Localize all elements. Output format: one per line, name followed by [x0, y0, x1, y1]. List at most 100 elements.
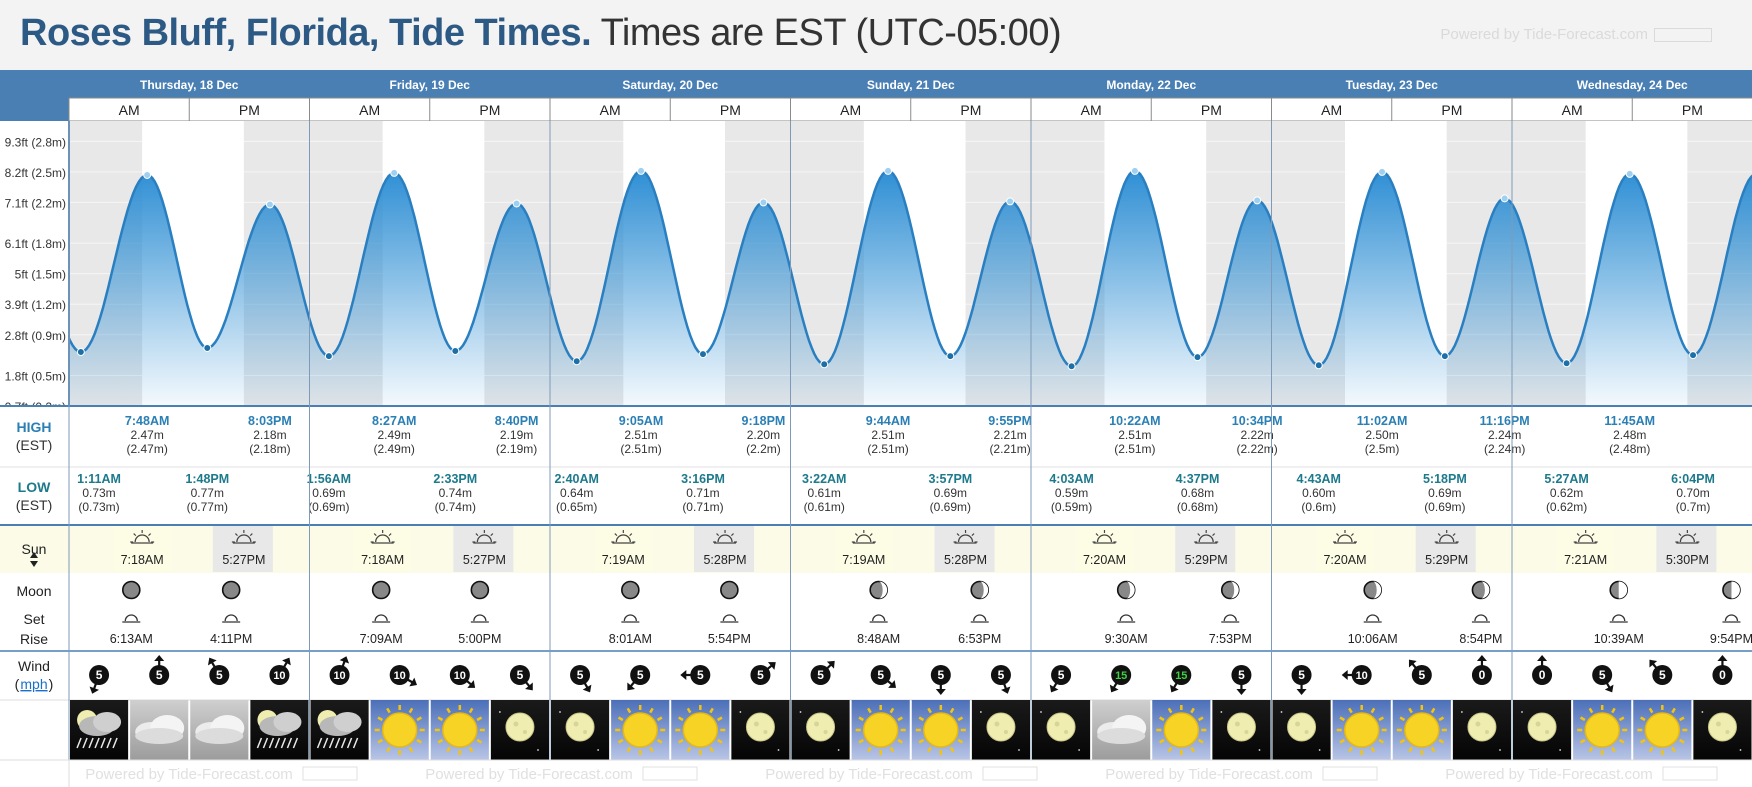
moon-time: 7:09AM [360, 632, 403, 646]
wind-row-label: Wind [18, 658, 50, 674]
low-tide-point [1562, 359, 1571, 368]
wind-arrow-icon [1341, 665, 1372, 685]
powered-by-top[interactable]: Powered by Tide-Forecast.com [1440, 26, 1712, 43]
day-header [790, 70, 1031, 98]
moonrise-icon [1609, 614, 1628, 623]
wind-arrow-icon [389, 665, 418, 687]
sunrise-icon [1573, 530, 1598, 544]
wind-speed: 5 [1599, 668, 1606, 682]
page-title: Roses Bluff, Florida, Tide Times. Times … [20, 12, 1062, 55]
high-tide-time: 9:18PM [742, 414, 786, 428]
moon-time: 8:54PM [1459, 632, 1502, 646]
wind-arrow-icon [680, 665, 711, 685]
weather-moon-clear-icon [1032, 700, 1091, 760]
moon-phase-icon [869, 580, 888, 600]
weather-sunny-icon [851, 700, 910, 760]
brand-logo-icon [1654, 28, 1712, 43]
wind-arrow-icon [1231, 665, 1252, 695]
sunrise-time: 7:21AM [1564, 553, 1607, 567]
high-tide-time: 7:48AM [125, 414, 169, 428]
wind-speed: 5 [96, 668, 103, 682]
low-row-est: (EST) [16, 497, 53, 513]
weather-sunny-icon [911, 700, 970, 760]
wind-speed: 5 [637, 668, 644, 682]
y-tick-label: 2.8ft (0.9m) [5, 329, 66, 343]
low-tide-point [1689, 351, 1698, 360]
low-tide-height-alt: (0.77m) [187, 500, 228, 514]
day-label: Saturday, 20 Dec [622, 78, 718, 92]
high-tide-time: 11:45AM [1604, 414, 1655, 428]
weather-moon-clear-icon [1272, 700, 1331, 760]
day-label: Monday, 22 Dec [1106, 78, 1196, 92]
sunset-icon [1675, 530, 1700, 544]
sunset-time: 5:28PM [703, 553, 746, 567]
low-tide-height: 0.62m [1550, 486, 1583, 500]
weather-sunny-icon [1573, 700, 1632, 760]
moon-time: 5:54PM [708, 632, 751, 646]
low-tide-height-alt: (0.6m) [1301, 500, 1336, 514]
corner-header [0, 70, 69, 121]
wind-speed: 0 [1479, 668, 1486, 682]
high-tide-point [265, 200, 274, 209]
wind-arrow-icon [810, 660, 835, 685]
low-tide-time: 1:56AM [307, 472, 351, 486]
tide-area [69, 170, 1752, 406]
wind-speed: 5 [1659, 668, 1666, 682]
sunset-cell [1656, 526, 1717, 572]
pm-label: PM [479, 102, 500, 118]
sunrise-cell [1075, 526, 1134, 572]
wind-speed: 5 [757, 668, 764, 682]
day-header [1512, 70, 1752, 98]
page-header: Roses Bluff, Florida, Tide Times. Times … [0, 0, 1752, 70]
weather-moon-clear-icon [1513, 700, 1572, 760]
sunrise-time: 7:20AM [1323, 553, 1366, 567]
high-tide-time: 10:22AM [1109, 414, 1160, 428]
low-tide-height-alt: (0.69m) [1424, 500, 1465, 514]
footer-left-mask [0, 760, 69, 787]
wind-arrow-icon [149, 655, 170, 685]
moonset-icon [1471, 614, 1490, 623]
day-label: Friday, 19 Dec [390, 78, 471, 92]
y-tick-label: 3.9ft (1.2m) [5, 298, 66, 312]
day-header [550, 70, 791, 98]
day-header [1271, 70, 1512, 98]
brand-logo-icon [642, 766, 698, 781]
moonrise-icon [869, 614, 888, 623]
sunset-cell [934, 526, 995, 572]
powered-by-text: Powered by Tide-Forecast.com [425, 766, 633, 783]
high-tide-height-alt: (2.2m) [746, 442, 781, 456]
y-tick-label: 8.2ft (2.5m) [5, 166, 66, 180]
low-tide-point [698, 350, 707, 359]
day-label: Tuesday, 23 Dec [1346, 78, 1439, 92]
day-label: Sunday, 21 Dec [867, 78, 955, 92]
sunset-icon [1194, 530, 1219, 544]
wind-speed: 5 [937, 668, 944, 682]
low-tide-time: 3:16PM [681, 472, 725, 486]
sunrise-cell [353, 526, 412, 572]
high-row-label: HIGH [17, 419, 52, 435]
low-tide-time: 4:43AM [1297, 472, 1341, 486]
low-tide-height-alt: (0.71m) [682, 500, 723, 514]
wind-unit-link[interactable]: mph [20, 676, 47, 692]
sunset-time: 5:29PM [1185, 553, 1228, 567]
low-tide-height: 0.74m [439, 486, 472, 500]
low-tide-point [1193, 353, 1202, 362]
timezone-note: Times are EST (UTC-05:00) [600, 12, 1062, 54]
sunrise-time: 7:20AM [1083, 553, 1126, 567]
wind-arrow-icon [1408, 659, 1432, 685]
wind-speed: 5 [156, 668, 163, 682]
high-tide-point [1625, 169, 1634, 178]
low-tide-time: 6:04PM [1671, 472, 1715, 486]
low-tide-point [946, 352, 955, 361]
high-tide-time: 9:55PM [988, 414, 1032, 428]
wind-arrow-icon [870, 665, 897, 688]
weather-sunny-icon [1392, 700, 1451, 760]
powered-by-text: Powered by Tide-Forecast.com [1440, 26, 1648, 43]
am-label: AM [1081, 102, 1102, 118]
wind-arrow-icon [1471, 655, 1492, 685]
low-tide-time: 2:33PM [433, 472, 477, 486]
low-tide-point [820, 360, 829, 369]
sunset-icon [472, 530, 497, 544]
powered-by-footer[interactable]: Powered by Tide-Forecast.com Powered by T… [0, 766, 1752, 783]
wind-arrow-icon [1291, 665, 1312, 695]
